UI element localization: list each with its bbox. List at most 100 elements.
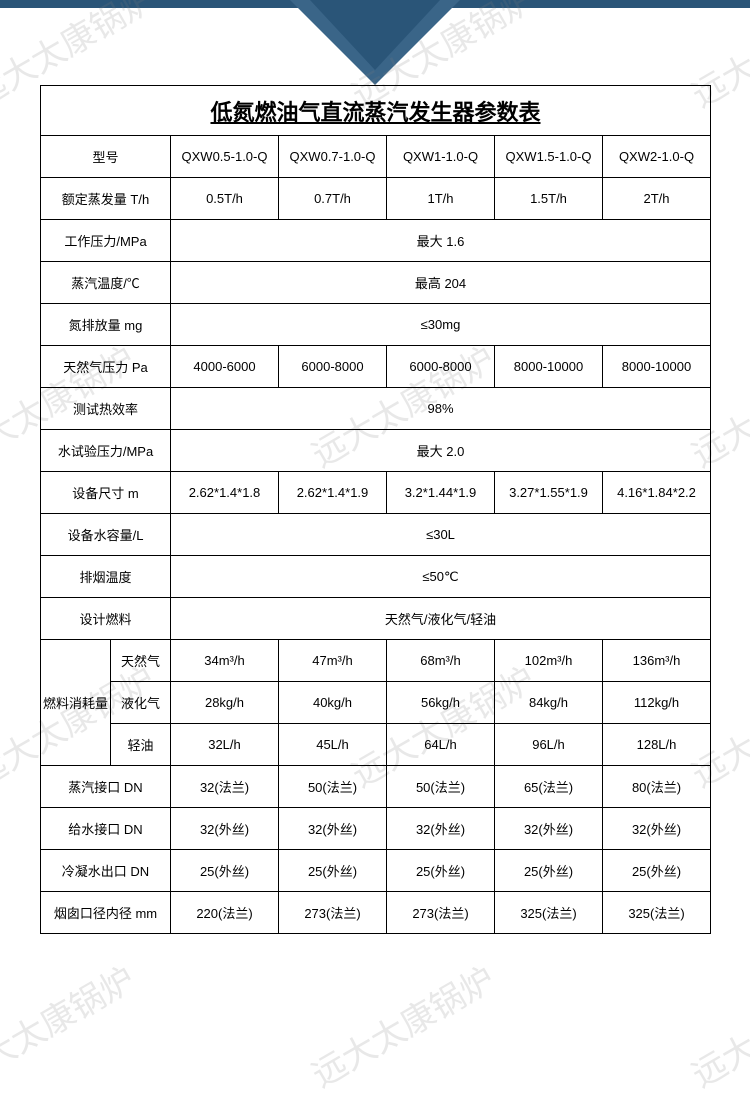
cell: 6000-8000 — [387, 346, 495, 388]
cell: 84kg/h — [495, 682, 603, 724]
watermark: 远大太康锅炉 — [0, 952, 143, 1096]
cell: 8000-10000 — [603, 346, 711, 388]
cell: QXW0.5-1.0-Q — [171, 136, 279, 178]
row-label: 排烟温度 — [41, 556, 171, 598]
watermark: 远大太康锅炉 — [301, 952, 502, 1096]
cell: QXW0.7-1.0-Q — [279, 136, 387, 178]
cell: 128L/h — [603, 724, 711, 766]
cell: 32L/h — [171, 724, 279, 766]
cell: 32(法兰) — [171, 766, 279, 808]
cell: 68m³/h — [387, 640, 495, 682]
cell: QXW2-1.0-Q — [603, 136, 711, 178]
cell: 2.62*1.4*1.9 — [279, 472, 387, 514]
lpg-row: 液化气 28kg/h 40kg/h 56kg/h 84kg/h 112kg/h — [41, 682, 711, 724]
chimney-row: 烟囱口径内径 mm 220(法兰) 273(法兰) 273(法兰) 325(法兰… — [41, 892, 711, 934]
cond-port-row: 冷凝水出口 DN 25(外丝) 25(外丝) 25(外丝) 25(外丝) 25(… — [41, 850, 711, 892]
row-label: 水试验压力/MPa — [41, 430, 171, 472]
size-row: 设备尺寸 m 2.62*1.4*1.8 2.62*1.4*1.9 3.2*1.4… — [41, 472, 711, 514]
cell: 273(法兰) — [279, 892, 387, 934]
model-row: 型号 QXW0.5-1.0-Q QXW0.7-1.0-Q QXW1-1.0-Q … — [41, 136, 711, 178]
cell: 最大 1.6 — [171, 220, 711, 262]
cell: 3.2*1.44*1.9 — [387, 472, 495, 514]
water-test-row: 水试验压力/MPa 最大 2.0 — [41, 430, 711, 472]
cell: 32(外丝) — [279, 808, 387, 850]
steam-temp-row: 蒸汽温度/℃ 最高 204 — [41, 262, 711, 304]
cell: 2.62*1.4*1.8 — [171, 472, 279, 514]
cell: 220(法兰) — [171, 892, 279, 934]
sub-label: 轻油 — [111, 724, 171, 766]
cell: 8000-10000 — [495, 346, 603, 388]
cell: 1T/h — [387, 178, 495, 220]
cell: 2T/h — [603, 178, 711, 220]
cell: 天然气/液化气/轻油 — [171, 598, 711, 640]
cell: ≤50℃ — [171, 556, 711, 598]
fuel-design-row: 设计燃料 天然气/液化气/轻油 — [41, 598, 711, 640]
row-label: 蒸汽温度/℃ — [41, 262, 171, 304]
cell: 34m³/h — [171, 640, 279, 682]
watermark: 远大太康锅炉 — [681, 952, 750, 1096]
cell: 32(外丝) — [495, 808, 603, 850]
steam-port-row: 蒸汽接口 DN 32(法兰) 50(法兰) 50(法兰) 65(法兰) 80(法… — [41, 766, 711, 808]
cell: 325(法兰) — [495, 892, 603, 934]
cell: 47m³/h — [279, 640, 387, 682]
cell: 50(法兰) — [387, 766, 495, 808]
efficiency-row: 测试热效率 98% — [41, 388, 711, 430]
cell: 0.7T/h — [279, 178, 387, 220]
row-label: 天然气压力 Pa — [41, 346, 171, 388]
nox-row: 氮排放量 mg ≤30mg — [41, 304, 711, 346]
title-row: 低氮燃油气直流蒸汽发生器参数表 — [41, 86, 711, 136]
cell: 32(外丝) — [603, 808, 711, 850]
gas-pressure-row: 天然气压力 Pa 4000-6000 6000-8000 6000-8000 8… — [41, 346, 711, 388]
cell: 32(外丝) — [387, 808, 495, 850]
sub-label: 天然气 — [111, 640, 171, 682]
cell: ≤30L — [171, 514, 711, 556]
cell: 32(外丝) — [171, 808, 279, 850]
spec-table-container: 低氮燃油气直流蒸汽发生器参数表 型号 QXW0.5-1.0-Q QXW0.7-1… — [40, 85, 710, 934]
cell: 45L/h — [279, 724, 387, 766]
cell: 64L/h — [387, 724, 495, 766]
cell: 80(法兰) — [603, 766, 711, 808]
oil-row: 轻油 32L/h 45L/h 64L/h 96L/h 128L/h — [41, 724, 711, 766]
evap-row: 额定蒸发量 T/h 0.5T/h 0.7T/h 1T/h 1.5T/h 2T/h — [41, 178, 711, 220]
cell: 40kg/h — [279, 682, 387, 724]
row-label: 测试热效率 — [41, 388, 171, 430]
row-label: 蒸汽接口 DN — [41, 766, 171, 808]
row-label: 氮排放量 mg — [41, 304, 171, 346]
top-banner — [0, 0, 750, 90]
cell: 65(法兰) — [495, 766, 603, 808]
cell: 4000-6000 — [171, 346, 279, 388]
cell: 273(法兰) — [387, 892, 495, 934]
row-label: 给水接口 DN — [41, 808, 171, 850]
natgas-row: 燃料消耗量 天然气 34m³/h 47m³/h 68m³/h 102m³/h 1… — [41, 640, 711, 682]
exhaust-row: 排烟温度 ≤50℃ — [41, 556, 711, 598]
cell: 最大 2.0 — [171, 430, 711, 472]
cell: 25(外丝) — [171, 850, 279, 892]
cell: 最高 204 — [171, 262, 711, 304]
cell: 1.5T/h — [495, 178, 603, 220]
cell: 6000-8000 — [279, 346, 387, 388]
row-label: 烟囱口径内径 mm — [41, 892, 171, 934]
cell: 4.16*1.84*2.2 — [603, 472, 711, 514]
cell: QXW1-1.0-Q — [387, 136, 495, 178]
cell: ≤30mg — [171, 304, 711, 346]
row-label: 燃料消耗量 — [41, 640, 111, 766]
row-label: 设备水容量/L — [41, 514, 171, 556]
cell: 25(外丝) — [495, 850, 603, 892]
cell: QXW1.5-1.0-Q — [495, 136, 603, 178]
row-label: 设计燃料 — [41, 598, 171, 640]
cell: 28kg/h — [171, 682, 279, 724]
cell: 98% — [171, 388, 711, 430]
cell: 25(外丝) — [279, 850, 387, 892]
row-label: 型号 — [41, 136, 171, 178]
cell: 112kg/h — [603, 682, 711, 724]
cell: 25(外丝) — [387, 850, 495, 892]
spec-table: 低氮燃油气直流蒸汽发生器参数表 型号 QXW0.5-1.0-Q QXW0.7-1… — [40, 85, 711, 934]
cell: 96L/h — [495, 724, 603, 766]
cell: 3.27*1.55*1.9 — [495, 472, 603, 514]
row-label: 冷凝水出口 DN — [41, 850, 171, 892]
cell: 56kg/h — [387, 682, 495, 724]
cell: 102m³/h — [495, 640, 603, 682]
row-label: 设备尺寸 m — [41, 472, 171, 514]
sub-label: 液化气 — [111, 682, 171, 724]
capacity-row: 设备水容量/L ≤30L — [41, 514, 711, 556]
